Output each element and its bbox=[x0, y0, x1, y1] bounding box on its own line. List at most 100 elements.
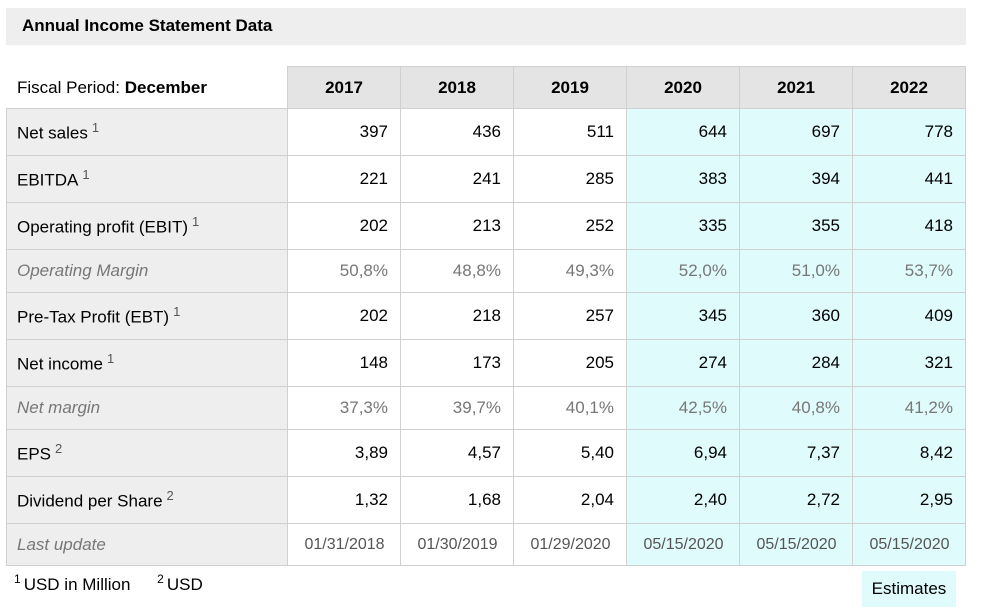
footnote-ref: 1 bbox=[82, 167, 90, 183]
estimate-value-cell: 383 bbox=[626, 155, 740, 203]
date-cell: 01/30/2019 bbox=[400, 523, 514, 566]
footnote-ref: 1 bbox=[173, 304, 181, 320]
row-label-text: Last update bbox=[17, 534, 106, 554]
table-row-net-income: Net income 1 148 173 205 274 284 321 bbox=[6, 339, 966, 387]
date-cell: 01/29/2020 bbox=[513, 523, 627, 566]
fiscal-period-value: December bbox=[124, 77, 207, 97]
footnote-mark: 1 bbox=[14, 572, 21, 586]
row-label: EBITDA 1 bbox=[6, 155, 288, 203]
year-header: 2022 bbox=[852, 66, 966, 109]
row-label: EPS 2 bbox=[6, 429, 288, 477]
value-cell: 285 bbox=[513, 155, 627, 203]
row-label: Net margin bbox=[6, 386, 288, 430]
row-label-text: EPS bbox=[17, 444, 52, 464]
value-cell: 221 bbox=[287, 155, 401, 203]
estimate-value-cell: 40,8% bbox=[739, 386, 853, 430]
estimate-value-cell: 284 bbox=[739, 339, 853, 387]
table-row-operating-margin: Operating Margin 50,8% 48,8% 49,3% 52,0%… bbox=[6, 249, 966, 293]
fiscal-period-label: Fiscal Period: bbox=[17, 77, 120, 97]
estimate-value-cell: 697 bbox=[739, 108, 853, 156]
estimate-date-cell: 05/15/2020 bbox=[739, 523, 853, 566]
section-title: Annual Income Statement Data bbox=[6, 8, 966, 45]
estimate-value-cell: 644 bbox=[626, 108, 740, 156]
estimate-value-cell: 42,5% bbox=[626, 386, 740, 430]
row-label-text: EBITDA bbox=[17, 170, 79, 190]
income-statement-table: Fiscal Period: December 2017 2018 2019 2… bbox=[6, 66, 966, 566]
estimate-value-cell: 6,94 bbox=[626, 429, 740, 477]
row-label-text: Net margin bbox=[17, 398, 101, 417]
year-header: 2017 bbox=[287, 66, 401, 109]
table-row-net-margin: Net margin 37,3% 39,7% 40,1% 42,5% 40,8%… bbox=[6, 386, 966, 430]
estimate-value-cell: 52,0% bbox=[626, 249, 740, 293]
row-label-text: Operating profit (EBIT) bbox=[17, 217, 189, 237]
value-cell: 48,8% bbox=[400, 249, 514, 293]
estimate-value-cell: 2,95 bbox=[852, 476, 966, 524]
value-cell: 1,32 bbox=[287, 476, 401, 524]
row-label: Last update bbox=[6, 523, 288, 566]
year-header: 2019 bbox=[513, 66, 627, 109]
estimate-value-cell: 409 bbox=[852, 292, 966, 340]
value-cell: 252 bbox=[513, 202, 627, 250]
row-label-text: Net income bbox=[17, 354, 103, 374]
estimate-value-cell: 7,37 bbox=[739, 429, 853, 477]
row-label-text: Operating Margin bbox=[17, 261, 149, 280]
value-cell: 218 bbox=[400, 292, 514, 340]
row-label: Operating profit (EBIT) 1 bbox=[6, 202, 288, 250]
footnote-ref: 1 bbox=[91, 120, 100, 136]
row-label: Pre-Tax Profit (EBT) 1 bbox=[6, 292, 288, 340]
row-label: Dividend per Share 2 bbox=[6, 476, 288, 524]
value-cell: 1,68 bbox=[400, 476, 514, 524]
value-cell: 436 bbox=[400, 108, 514, 156]
row-label: Net sales 1 bbox=[6, 108, 288, 156]
estimate-value-cell: 41,2% bbox=[852, 386, 966, 430]
estimate-value-cell: 2,72 bbox=[739, 476, 853, 524]
row-label-text: Net sales bbox=[17, 123, 88, 143]
footnote-2: 2 USD bbox=[157, 572, 203, 594]
fiscal-period-cell: Fiscal Period: December bbox=[6, 66, 288, 109]
value-cell: 49,3% bbox=[513, 249, 627, 293]
value-cell: 50,8% bbox=[287, 249, 401, 293]
value-cell: 241 bbox=[400, 155, 514, 203]
header-row: Fiscal Period: December 2017 2018 2019 2… bbox=[6, 66, 966, 109]
estimate-value-cell: 778 bbox=[852, 108, 966, 156]
footnote-mark: 2 bbox=[157, 572, 164, 586]
estimate-date-cell: 05/15/2020 bbox=[852, 523, 966, 566]
value-cell: 202 bbox=[287, 202, 401, 250]
year-header: 2020 bbox=[626, 66, 740, 109]
footnote-ref: 1 bbox=[106, 351, 115, 367]
estimate-value-cell: 51,0% bbox=[739, 249, 853, 293]
row-label-text: Dividend per Share bbox=[17, 491, 163, 511]
footnote-text: USD bbox=[166, 574, 203, 594]
footnote-1: 1 USD in Million bbox=[14, 572, 130, 594]
row-label: Net income 1 bbox=[6, 339, 288, 387]
estimate-value-cell: 321 bbox=[852, 339, 966, 387]
value-cell: 205 bbox=[513, 339, 627, 387]
value-cell: 5,40 bbox=[513, 429, 627, 477]
value-cell: 37,3% bbox=[287, 386, 401, 430]
estimate-value-cell: 394 bbox=[739, 155, 853, 203]
estimate-value-cell: 8,42 bbox=[852, 429, 966, 477]
value-cell: 4,57 bbox=[400, 429, 514, 477]
estimate-value-cell: 355 bbox=[739, 202, 853, 250]
value-cell: 257 bbox=[513, 292, 627, 340]
value-cell: 148 bbox=[287, 339, 401, 387]
estimate-value-cell: 441 bbox=[852, 155, 966, 203]
value-cell: 213 bbox=[400, 202, 514, 250]
table-row-dividend-per-share: Dividend per Share 2 1,32 1,68 2,04 2,40 … bbox=[6, 476, 966, 524]
table-row-net-sales: Net sales 1 397 436 511 644 697 778 bbox=[6, 108, 966, 156]
table-row-pre-tax-profit: Pre-Tax Profit (EBT) 1 202 218 257 345 36… bbox=[6, 292, 966, 340]
value-cell: 397 bbox=[287, 108, 401, 156]
value-cell: 511 bbox=[513, 108, 627, 156]
estimates-legend-badge: Estimates bbox=[862, 571, 956, 607]
year-header: 2021 bbox=[739, 66, 853, 109]
footnotes: 1 USD in Million 2 USD bbox=[14, 572, 203, 595]
row-label-text: Pre-Tax Profit (EBT) bbox=[17, 307, 170, 327]
value-cell: 3,89 bbox=[287, 429, 401, 477]
estimate-date-cell: 05/15/2020 bbox=[626, 523, 740, 566]
value-cell: 39,7% bbox=[400, 386, 514, 430]
estimate-value-cell: 345 bbox=[626, 292, 740, 340]
table-row-operating-profit: Operating profit (EBIT) 1 202 213 252 335… bbox=[6, 202, 966, 250]
footnote-ref: 2 bbox=[55, 441, 63, 457]
footnote-ref: 2 bbox=[166, 488, 174, 504]
estimate-value-cell: 2,40 bbox=[626, 476, 740, 524]
